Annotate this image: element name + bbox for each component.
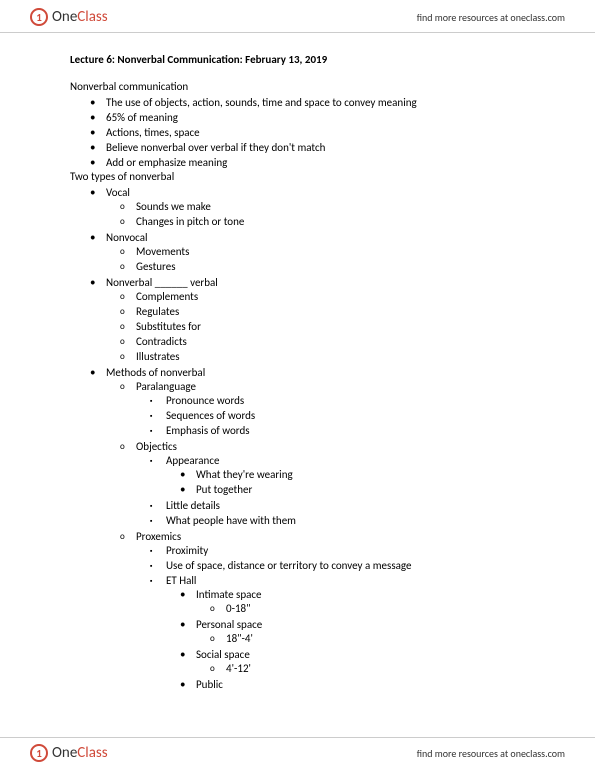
logo-icon: 1: [30, 744, 48, 762]
zone-name: Personal space: [196, 618, 262, 631]
brand-logo: 1 OneClass: [30, 8, 108, 26]
list-item-vocal: Vocal Sounds we make Changes in pitch or…: [106, 185, 525, 230]
list-item: The use of objects, action, sounds, time…: [106, 95, 525, 110]
list-item: Actions, times, space: [106, 125, 525, 140]
list-item: Sounds we make: [136, 199, 525, 214]
methods-label: Methods of nonverbal: [106, 366, 205, 379]
list-item-relation: Nonverbal ______ verbal Complements Regu…: [106, 275, 525, 365]
zone-range: 0-18": [226, 601, 525, 616]
zone-range: 18"-4': [226, 631, 525, 646]
logo-one: One: [52, 8, 77, 26]
zone-social: Social space 4'-12': [196, 647, 525, 677]
logo-text: OneClass: [52, 744, 108, 762]
zone-name: Social space: [196, 648, 250, 661]
list-item: Sequences of words: [166, 408, 525, 423]
list-item: 65% of meaning: [106, 110, 525, 125]
appearance-label: Appearance: [166, 454, 219, 467]
logo-class: Class: [77, 744, 107, 762]
logo-text: OneClass: [52, 8, 108, 26]
paralanguage-label: Paralanguage: [136, 380, 196, 393]
page-header: 1 OneClass find more resources at onecla…: [0, 0, 595, 33]
document-body: Lecture 6: Nonverbal Communication: Febr…: [0, 33, 595, 705]
list-item: Use of space, distance or territory to c…: [166, 558, 525, 573]
logo-one: One: [52, 744, 77, 762]
nonvocal-label: Nonvocal: [106, 231, 148, 244]
list-item: Little details: [166, 498, 525, 513]
zone-name: Intimate space: [196, 588, 262, 601]
list-item: What they're wearing: [196, 467, 525, 482]
resources-link-top[interactable]: find more resources at oneclass.com: [417, 11, 565, 24]
section-heading-nonverbal: Nonverbal communication: [70, 80, 525, 93]
objectics-label: Objectics: [136, 440, 177, 453]
list-item: Complements: [136, 289, 525, 304]
list-item: Contradicts: [136, 334, 525, 349]
zone-personal: Personal space 18"-4': [196, 617, 525, 647]
logo-icon: 1: [30, 8, 48, 26]
list-item-paralanguage: Paralanguage Pronounce words Sequences o…: [136, 379, 525, 439]
resources-link-bottom[interactable]: find more resources at oneclass.com: [417, 747, 565, 760]
list-item: Regulates: [136, 304, 525, 319]
section-heading-types: Two types of nonverbal: [70, 170, 525, 183]
zone-intimate: Intimate space 0-18": [196, 587, 525, 617]
zone-range: 4'-12': [226, 661, 525, 676]
list-item: Gestures: [136, 259, 525, 274]
logo-class: Class: [77, 8, 107, 26]
list-item: Illustrates: [136, 349, 525, 364]
list-item: Emphasis of words: [166, 423, 525, 438]
relation-label: Nonverbal ______ verbal: [106, 276, 218, 289]
zone-public: Public: [196, 677, 525, 692]
vocal-label: Vocal: [106, 186, 130, 199]
page-footer: 1 OneClass find more resources at onecla…: [0, 737, 595, 770]
types-list: Vocal Sounds we make Changes in pitch or…: [70, 185, 525, 695]
nonverbal-list: The use of objects, action, sounds, time…: [70, 95, 525, 170]
list-item-methods: Methods of nonverbal Paralanguage Pronou…: [106, 365, 525, 695]
list-item-nonvocal: Nonvocal Movements Gestures: [106, 230, 525, 275]
lecture-title: Lecture 6: Nonverbal Communication: Febr…: [70, 53, 525, 66]
ethall-label: ET Hall: [166, 574, 196, 587]
list-item-appearance: Appearance What they're wearing Put toge…: [166, 453, 525, 498]
list-item-proxemics: Proxemics Proximity Use of space, distan…: [136, 529, 525, 694]
zone-name: Public: [196, 678, 223, 691]
list-item: Proximity: [166, 543, 525, 558]
list-item: Pronounce words: [166, 393, 525, 408]
list-item: Substitutes for: [136, 319, 525, 334]
list-item: Movements: [136, 244, 525, 259]
brand-logo-footer: 1 OneClass: [30, 744, 108, 762]
list-item: What people have with them: [166, 513, 525, 528]
list-item-ethall: ET Hall Intimate space 0-18" Personal sp…: [166, 573, 525, 693]
list-item: Changes in pitch or tone: [136, 214, 525, 229]
proxemics-label: Proxemics: [136, 530, 181, 543]
list-item: Put together: [196, 482, 525, 497]
list-item: Add or emphasize meaning: [106, 155, 525, 170]
list-item-objectics: Objectics Appearance What they're wearin…: [136, 439, 525, 529]
list-item: Believe nonverbal over verbal if they do…: [106, 140, 525, 155]
